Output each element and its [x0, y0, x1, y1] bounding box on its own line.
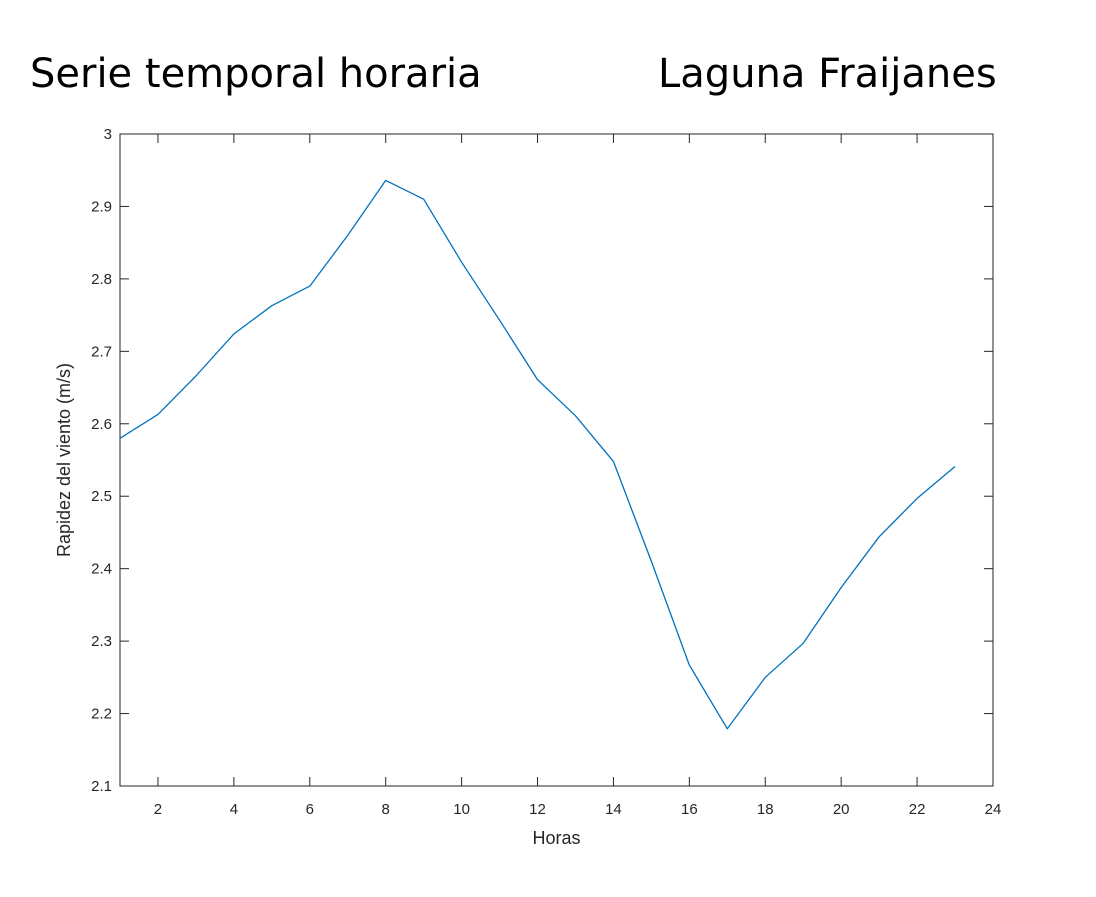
x-tick-label: 22 [909, 801, 926, 818]
x-tick-label: 10 [453, 801, 470, 818]
y-tick-label: 3 [104, 126, 112, 143]
x-tick-label: 8 [382, 801, 390, 818]
y-tick-label: 2.2 [91, 706, 112, 723]
x-tick-label: 14 [605, 801, 622, 818]
series-line [119, 179, 956, 730]
x-tick-label: 4 [230, 801, 238, 818]
x-axis-label: Horas [532, 828, 580, 848]
x-tick-label: 24 [985, 801, 1002, 818]
y-tick-label: 2.4 [91, 561, 112, 578]
x-tick-label: 12 [529, 801, 546, 818]
x-tick-label: 6 [306, 801, 314, 818]
y-tick-label: 2.5 [91, 488, 112, 505]
y-tick-label: 2.1 [91, 778, 112, 795]
y-tick-label: 2.6 [91, 416, 112, 433]
x-tick-label: 16 [681, 801, 698, 818]
chart-title-left: Serie temporal horaria [30, 51, 482, 97]
x-tick-label: 18 [757, 801, 774, 818]
x-tick-label: 20 [833, 801, 850, 818]
plot-area-frame [119, 133, 994, 787]
x-tick-label: 2 [154, 801, 162, 818]
y-tick-label: 2.8 [91, 271, 112, 288]
y-tick-label: 2.3 [91, 633, 112, 650]
y-axis-label: Rapidez del viento (m/s) [54, 363, 74, 557]
chart-title-right: Laguna Fraijanes [658, 51, 997, 97]
y-tick-label: 2.7 [91, 343, 112, 360]
y-tick-label: 2.9 [91, 198, 112, 215]
